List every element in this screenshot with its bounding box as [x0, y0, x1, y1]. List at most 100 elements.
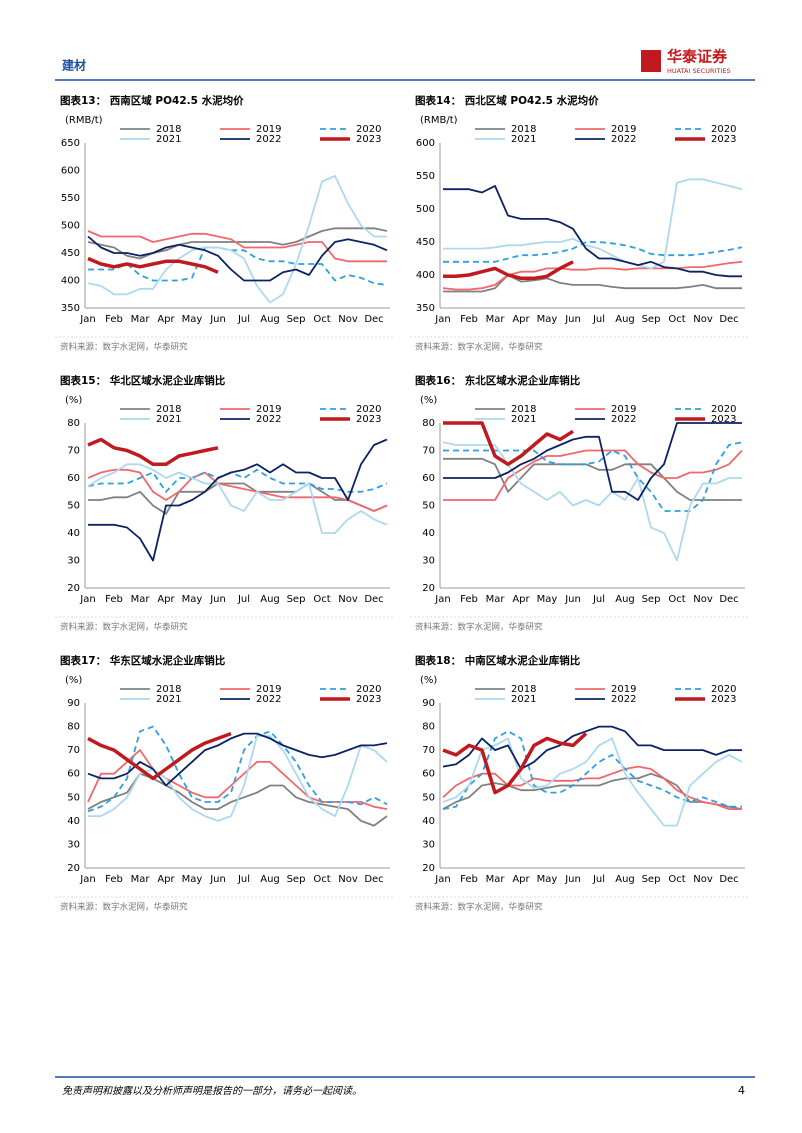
y-tick-label: 80: [67, 418, 80, 429]
x-tick-label: Apr: [512, 594, 530, 605]
y-tick-label: 80: [422, 722, 435, 733]
y-tick-label: 400: [416, 270, 435, 281]
x-tick-label: Aug: [260, 314, 280, 325]
x-tick-label: May: [182, 874, 203, 885]
y-tick-label: 20: [67, 583, 80, 594]
legend-label: 2020: [356, 684, 381, 695]
series-line: [442, 260, 743, 291]
series-line: [87, 256, 219, 274]
series-line: [442, 732, 588, 795]
x-tick-label: Apr: [512, 874, 530, 885]
y-tick-label: 80: [422, 418, 435, 429]
y-tick-label: 30: [422, 839, 435, 850]
legend-label: 2019: [611, 124, 636, 135]
legend-label: 2020: [711, 124, 736, 135]
series-line: [443, 441, 743, 512]
series-line: [443, 422, 742, 501]
x-tick-label: Mar: [486, 314, 506, 325]
x-tick-label: Feb: [105, 874, 123, 885]
legend-label: 2023: [356, 134, 381, 145]
x-tick-label: Sep: [642, 874, 661, 885]
chart-title: 图表18： 中南区域水泥企业库销比: [415, 654, 581, 667]
x-tick-label: Jun: [209, 874, 226, 885]
x-tick-label: Jun: [209, 314, 226, 325]
legend-label: 2023: [711, 134, 736, 145]
x-tick-label: Oct: [668, 594, 685, 605]
series-line: [88, 735, 388, 822]
x-tick-label: Jun: [564, 874, 581, 885]
x-tick-label: Jul: [592, 314, 605, 325]
y-tick-label: 500: [61, 221, 80, 232]
x-tick-label: Oct: [313, 594, 330, 605]
series-line: [88, 246, 388, 286]
y-tick-label: 600: [416, 138, 435, 149]
series-line: [87, 230, 387, 263]
x-tick-label: Oct: [313, 874, 330, 885]
source: 资料来源：数字水泥网，华泰研究: [60, 902, 188, 913]
x-tick-label: Dec: [364, 314, 383, 325]
y-axis-label: (%): [65, 675, 82, 686]
series-line: [87, 227, 388, 260]
x-tick-label: May: [182, 314, 203, 325]
legend-label: 2018: [156, 404, 181, 415]
legend-label: 2022: [256, 134, 281, 145]
series-line: [87, 437, 219, 467]
x-tick-label: Dec: [719, 874, 738, 885]
legend-label: 2022: [611, 134, 636, 145]
legend-label: 2023: [711, 414, 736, 425]
legend-label: 2020: [356, 404, 381, 415]
y-tick-label: 70: [422, 446, 435, 457]
y-tick-label: 600: [61, 166, 80, 177]
x-tick-label: Nov: [693, 314, 713, 325]
legend-label: 2018: [511, 684, 536, 695]
y-tick-label: 70: [422, 745, 435, 756]
series-line: [88, 438, 388, 562]
x-tick-label: May: [537, 594, 558, 605]
y-tick-label: 60: [422, 473, 435, 484]
legend-label: 2021: [511, 134, 536, 145]
legend-label: 2019: [256, 124, 281, 135]
x-tick-label: May: [182, 594, 203, 605]
legend-label: 2021: [511, 414, 536, 425]
legend-label: 2021: [156, 694, 181, 705]
x-tick-label: Jul: [592, 594, 605, 605]
x-tick-label: Feb: [105, 314, 123, 325]
series-line: [443, 178, 743, 270]
legend-label: 2019: [256, 404, 281, 415]
y-axis-label: (RMB/t): [420, 115, 458, 126]
series-line: [443, 241, 743, 263]
y-tick-label: 30: [67, 839, 80, 850]
series-line: [442, 441, 742, 562]
x-tick-label: Aug: [260, 874, 280, 885]
x-tick-label: Apr: [512, 314, 530, 325]
y-tick-label: 40: [67, 816, 80, 827]
series-line: [442, 737, 743, 827]
y-tick-label: 60: [67, 769, 80, 780]
y-tick-label: 450: [61, 248, 80, 259]
x-tick-label: Feb: [105, 594, 123, 605]
y-tick-label: 350: [416, 303, 435, 314]
x-tick-label: Oct: [313, 314, 330, 325]
x-tick-label: Nov: [338, 594, 358, 605]
y-tick-label: 550: [61, 193, 80, 204]
series-line: [87, 463, 388, 534]
y-tick-label: 30: [422, 556, 435, 567]
legend-label: 2018: [511, 124, 536, 135]
y-tick-label: 50: [67, 501, 80, 512]
legend-label: 2023: [356, 414, 381, 425]
series-line: [87, 235, 388, 282]
x-tick-label: Oct: [668, 874, 685, 885]
y-tick-label: 350: [61, 303, 80, 314]
legend-label: 2018: [156, 684, 181, 695]
section: 建材: [61, 58, 86, 73]
x-tick-label: Sep: [287, 874, 306, 885]
series-line: [443, 449, 743, 501]
x-tick-label: Nov: [338, 314, 358, 325]
source: 资料来源：数字水泥网，华泰研究: [415, 622, 543, 633]
chart-title: 图表14： 西北区域 PO42.5 水泥均价: [415, 94, 599, 107]
series-line: [443, 185, 742, 278]
x-tick-label: Mar: [131, 594, 151, 605]
y-axis-label: (%): [65, 395, 82, 406]
x-tick-label: Jan: [434, 314, 450, 325]
